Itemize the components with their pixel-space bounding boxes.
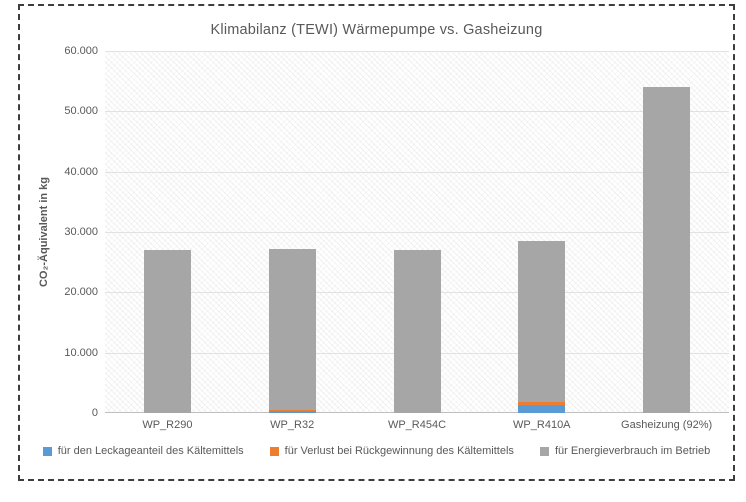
legend-item: für Verlust bei Rückgewinnung des Kältem… xyxy=(269,445,514,457)
x-category-label: WP_R410A xyxy=(513,419,571,431)
x-category-label: Gasheizung (92%) xyxy=(621,419,713,431)
x-category-label: WP_R32 xyxy=(270,419,315,431)
gridline xyxy=(105,171,729,173)
y-tick-label: 20.000 xyxy=(64,286,98,299)
bar-segment xyxy=(643,87,691,413)
legend: für den Leckageanteil des Kältemittels fü… xyxy=(20,445,733,457)
chart-title: Klimabilanz (TEWI) Wärmepumpe vs. Gashei… xyxy=(210,22,543,38)
legend-swatch-icon xyxy=(269,446,279,456)
y-tick-label: 10.000 xyxy=(64,346,98,359)
gridline xyxy=(105,232,729,233)
legend-label: für den Leckageanteil des Kältemittels xyxy=(57,445,244,457)
legend-swatch-icon xyxy=(42,446,52,456)
y-tick-label: 40.000 xyxy=(64,165,98,178)
x-category-label: WP_R290 xyxy=(142,419,193,431)
legend-swatch-icon xyxy=(539,446,549,456)
y-tick-label: 30.000 xyxy=(64,226,98,238)
bar-segment xyxy=(518,241,566,402)
gridline xyxy=(105,51,729,52)
bar-segment xyxy=(518,405,566,413)
plot-area xyxy=(105,51,729,413)
gridline xyxy=(105,111,729,113)
x-axis-labels: WP_R290 WP_R32 WP_R454C WP_R410A Gasheizung … xyxy=(105,419,729,435)
y-tick-label: 0 xyxy=(91,407,98,419)
legend-label: für Energieverbrauch im Betrieb xyxy=(554,445,711,457)
legend-item: für den Leckageanteil des Kältemittels xyxy=(42,445,244,457)
bar-segment xyxy=(143,250,191,413)
chart-object-frame[interactable]: Klimabilanz (TEWI) Wärmepumpe vs. Gashei… xyxy=(18,4,735,481)
bar-segment xyxy=(518,402,566,405)
bar-segment xyxy=(268,411,316,413)
legend-item: für Energieverbrauch im Betrieb xyxy=(539,445,711,457)
bar-segment xyxy=(268,410,316,411)
y-axis-tick-labels: 0 10.000 20.000 30.000 40.000 50.000 60.000 xyxy=(48,45,98,419)
x-category-label: WP_R454C xyxy=(387,419,447,431)
y-tick-label: 60.000 xyxy=(64,45,98,57)
bar-segment xyxy=(393,250,441,413)
y-tick-label: 50.000 xyxy=(64,105,98,118)
bar-segment xyxy=(268,249,316,410)
legend-label: für Verlust bei Rückgewinnung des Kältem… xyxy=(284,445,514,457)
